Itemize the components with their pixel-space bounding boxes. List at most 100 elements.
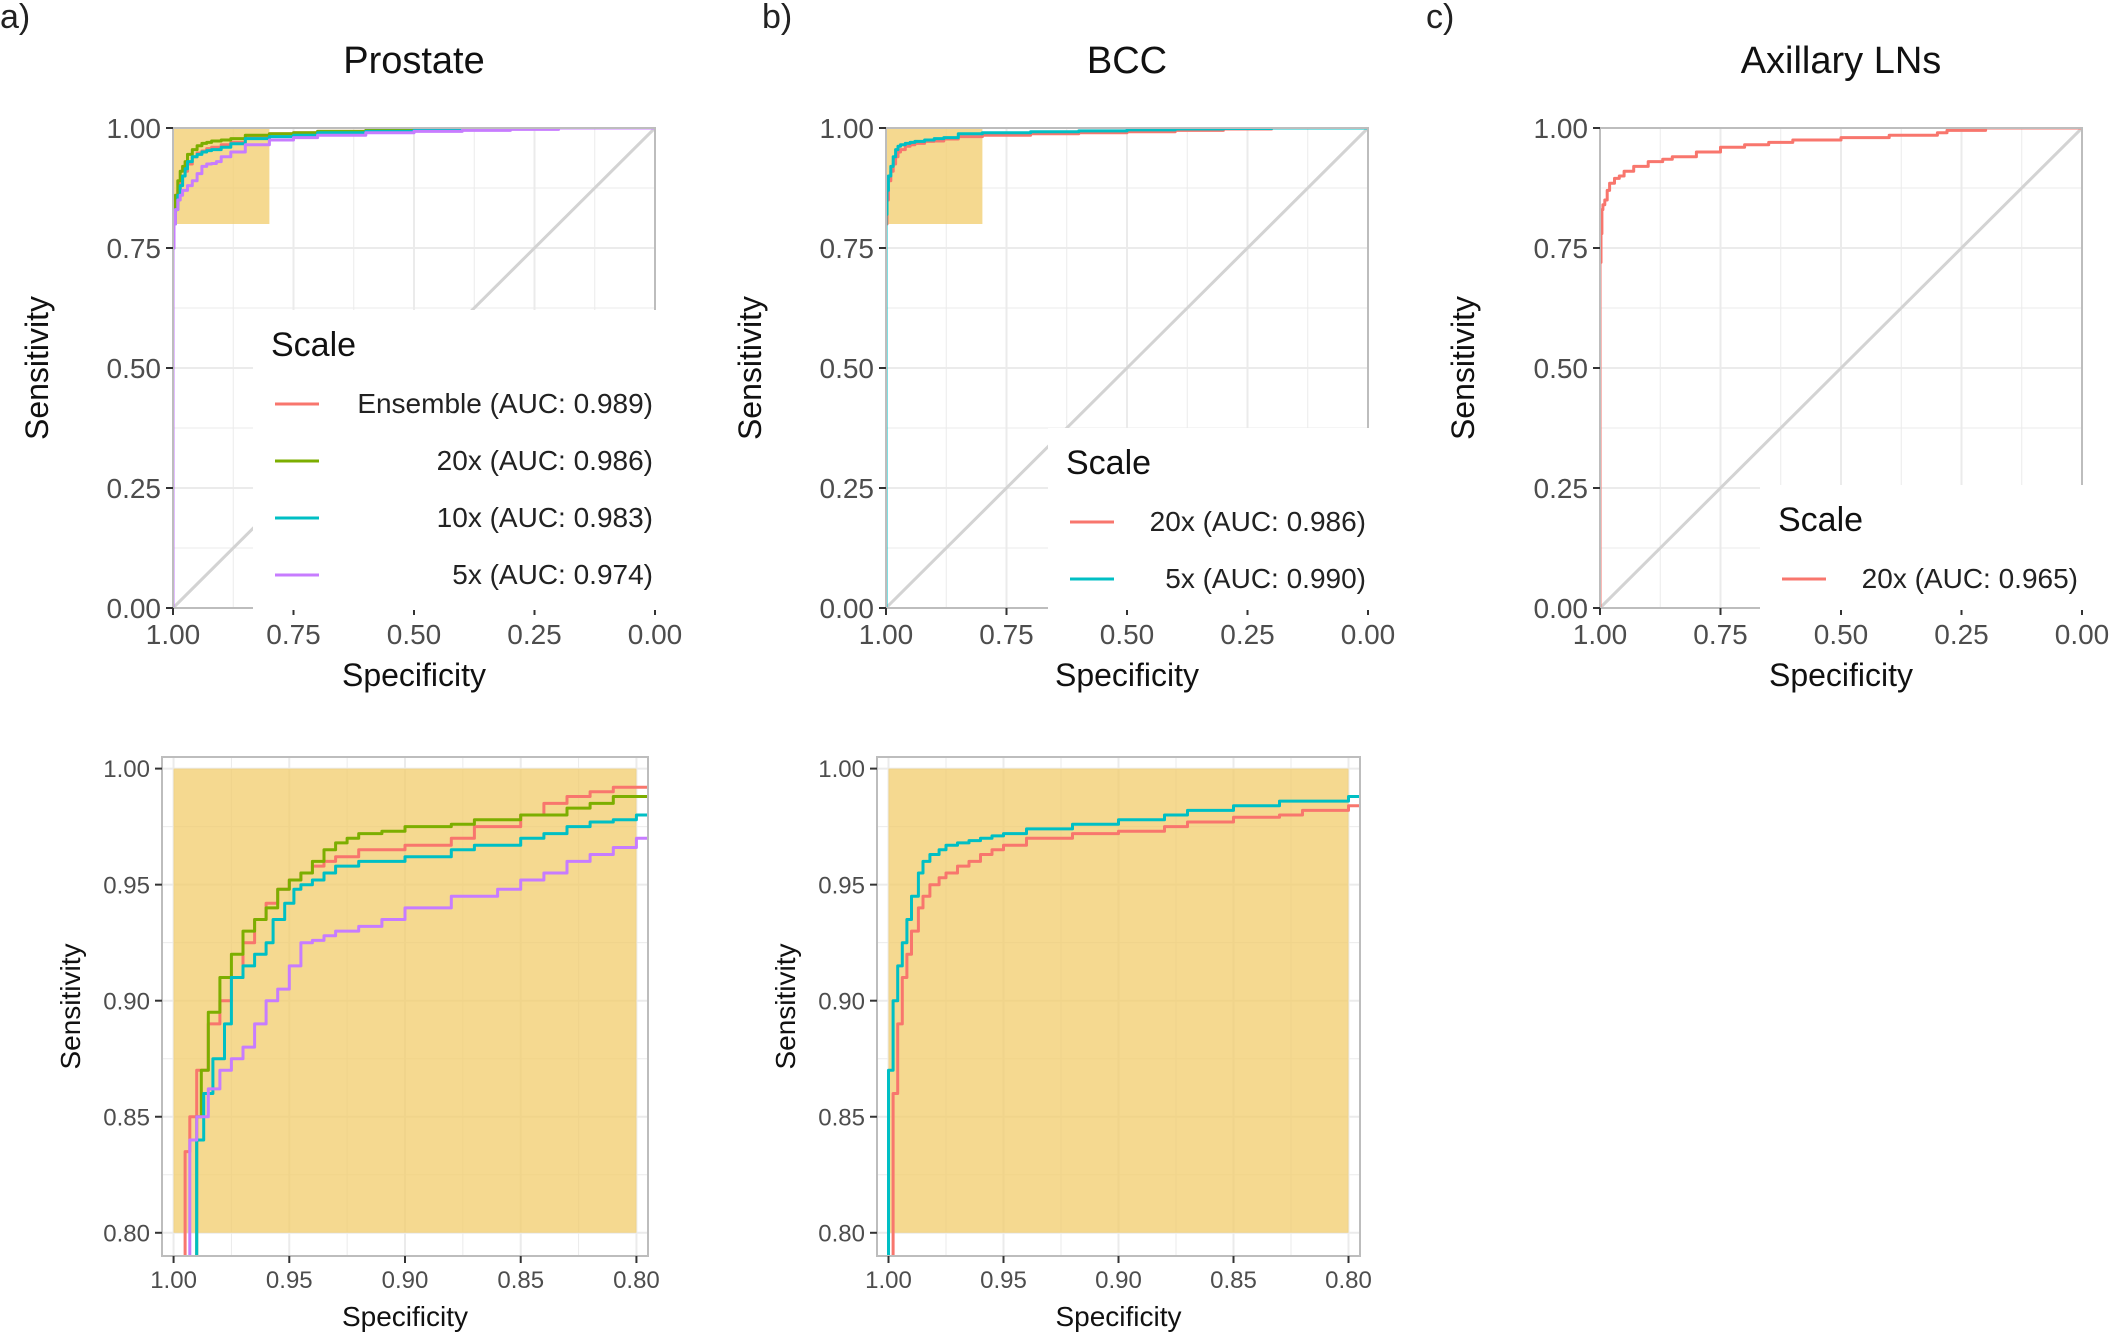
diagonal-reference-line xyxy=(884,126,1370,610)
x-axis-title: Specificity xyxy=(342,1301,468,1332)
x-tick-label: 0.75 xyxy=(1693,619,1748,650)
y-tick-label: 0.50 xyxy=(820,353,875,384)
x-tick-label: 1.00 xyxy=(150,1267,197,1294)
x-tick-label: 0.75 xyxy=(979,619,1034,650)
legend-title: Scale xyxy=(1778,501,1863,539)
legend-label-1: 20x (AUC: 0.986) xyxy=(437,445,653,476)
x-tick-label: 0.85 xyxy=(497,1267,544,1294)
bcc-roc-panel: 1.00 0.75 0.50 0.25 0.00 0.00 0.25 0.50 0.75 1.00… xyxy=(732,40,1395,693)
x-tick-label: 0.80 xyxy=(1325,1267,1372,1294)
y-tick-label: 0.00 xyxy=(820,593,875,624)
series-group xyxy=(1600,128,2082,608)
series-line-3 xyxy=(173,128,655,608)
x-tick-label: 0.85 xyxy=(1210,1267,1257,1294)
bcc-zoom-panel: 1.00 0.95 0.90 0.85 0.80 0.80 0.85 0.90 0.95 1.00… xyxy=(770,756,1372,1332)
y-tick-label: 0.85 xyxy=(818,1104,865,1131)
x-tick-label: 0.50 xyxy=(1814,619,1869,650)
x-axis-title: Specificity xyxy=(1769,657,1913,693)
x-tick-label: 0.00 xyxy=(628,619,683,650)
x-axis-title: Specificity xyxy=(1055,657,1199,693)
series-line-1 xyxy=(887,795,1360,1256)
legend-label-0: 20x (AUC: 0.986) xyxy=(1150,506,1366,537)
y-tick-label: 0.50 xyxy=(1534,353,1589,384)
legend: Scale 20x (AUC: 0.965) xyxy=(1760,485,2090,610)
panel-label-c: c) xyxy=(1426,0,1454,36)
y-tick-label: 0.00 xyxy=(107,593,162,624)
x-tick-label: 0.90 xyxy=(1095,1267,1142,1294)
y-tick-label: 0.85 xyxy=(103,1104,150,1131)
legend: Scale 20x (AUC: 0.986) 5x (AUC: 0.990) xyxy=(1048,428,1378,610)
x-tick-label: 0.50 xyxy=(1100,619,1155,650)
axillary-roc-panel: 1.00 0.75 0.50 0.25 0.00 0.00 0.25 0.50 0.75 1.00… xyxy=(1445,40,2109,693)
y-tick-label: 0.80 xyxy=(818,1220,865,1247)
x-tick-label: 0.50 xyxy=(387,619,442,650)
y-tick-label: 1.00 xyxy=(1534,113,1589,144)
series-group xyxy=(887,795,1360,1256)
series-line-0 xyxy=(1600,128,2082,608)
y-tick-label: 0.25 xyxy=(820,473,875,504)
series-group xyxy=(183,785,648,1256)
y-tick-label: 0.90 xyxy=(103,988,150,1015)
chart-title: Axillary LNs xyxy=(1741,40,1942,82)
x-tick-label: 0.00 xyxy=(2055,619,2110,650)
legend-label-2: 10x (AUC: 0.983) xyxy=(437,502,653,533)
x-axis-title: Specificity xyxy=(342,657,486,693)
x-tick-label: 1.00 xyxy=(146,619,201,650)
x-tick-label: 1.00 xyxy=(865,1267,912,1294)
charts-layer: 1.00 0.75 0.50 0.25 0.00 0.00 0.25 0.50 0.75 1.00… xyxy=(19,40,2109,1332)
x-tick-label: 0.25 xyxy=(1934,619,1989,650)
x-tick-label: 0.25 xyxy=(507,619,562,650)
y-tick-label: 0.95 xyxy=(103,872,150,899)
panel-label-b: b) xyxy=(762,0,792,36)
y-tick-label: 0.75 xyxy=(107,233,162,264)
zoom-highlight-region xyxy=(888,768,1349,1233)
chart-title: Prostate xyxy=(343,40,485,82)
series-line-2 xyxy=(195,813,648,1256)
y-tick-label: 0.95 xyxy=(818,872,865,899)
y-tick-label: 0.25 xyxy=(107,473,162,504)
y-tick-label: 0.75 xyxy=(820,233,875,264)
x-tick-label: 0.25 xyxy=(1220,619,1275,650)
y-axis-title: Sensitivity xyxy=(732,296,768,440)
y-axis-title: Sensitivity xyxy=(55,943,86,1069)
x-tick-label: 0.95 xyxy=(980,1267,1027,1294)
x-tick-label: 0.80 xyxy=(613,1267,660,1294)
x-tick-label: 0.00 xyxy=(1341,619,1396,650)
diagonal-reference-line xyxy=(1598,126,2084,610)
series-line-1 xyxy=(886,128,1368,608)
y-tick-label: 1.00 xyxy=(820,113,875,144)
y-tick-label: 0.25 xyxy=(1534,473,1589,504)
legend-label-0: 20x (AUC: 0.965) xyxy=(1862,563,2078,594)
x-tick-label: 0.90 xyxy=(382,1267,429,1294)
chart-title: BCC xyxy=(1087,40,1167,82)
y-tick-label: 1.00 xyxy=(103,756,150,783)
series-group xyxy=(173,128,655,608)
legend-label-0: Ensemble (AUC: 0.989) xyxy=(357,388,653,419)
prostate-roc-panel: 1.00 0.75 0.50 0.25 0.00 0.00 0.25 0.50 0.75 1.00… xyxy=(19,40,682,693)
y-axis-title: Sensitivity xyxy=(770,943,801,1069)
series-line-0 xyxy=(891,804,1360,1256)
x-tick-label: 0.95 xyxy=(266,1267,313,1294)
y-tick-label: 1.00 xyxy=(818,756,865,783)
legend-background xyxy=(1760,485,2090,610)
series-group xyxy=(886,128,1368,608)
y-tick-label: 0.80 xyxy=(103,1220,150,1247)
panel-label-a: a) xyxy=(0,0,30,36)
y-tick-label: 0.50 xyxy=(107,353,162,384)
x-tick-label: 1.00 xyxy=(859,619,914,650)
zoom-highlight-region xyxy=(173,768,637,1233)
y-axis-title: Sensitivity xyxy=(1445,296,1481,440)
y-axis-title: Sensitivity xyxy=(19,296,55,440)
prostate-zoom-panel: 1.00 0.95 0.90 0.85 0.80 0.80 0.85 0.90 0.95 1.00… xyxy=(55,756,660,1332)
y-tick-label: 0.75 xyxy=(1534,233,1589,264)
x-axis-title: Specificity xyxy=(1055,1301,1181,1332)
legend-title: Scale xyxy=(271,326,356,364)
legend-label-1: 5x (AUC: 0.990) xyxy=(1165,563,1366,594)
legend-label-3: 5x (AUC: 0.974) xyxy=(452,559,653,590)
x-tick-label: 0.75 xyxy=(266,619,321,650)
legend-background xyxy=(253,310,665,610)
series-line-1 xyxy=(195,795,648,1256)
series-line-3 xyxy=(188,836,648,1256)
y-tick-label: 0.00 xyxy=(1534,593,1589,624)
